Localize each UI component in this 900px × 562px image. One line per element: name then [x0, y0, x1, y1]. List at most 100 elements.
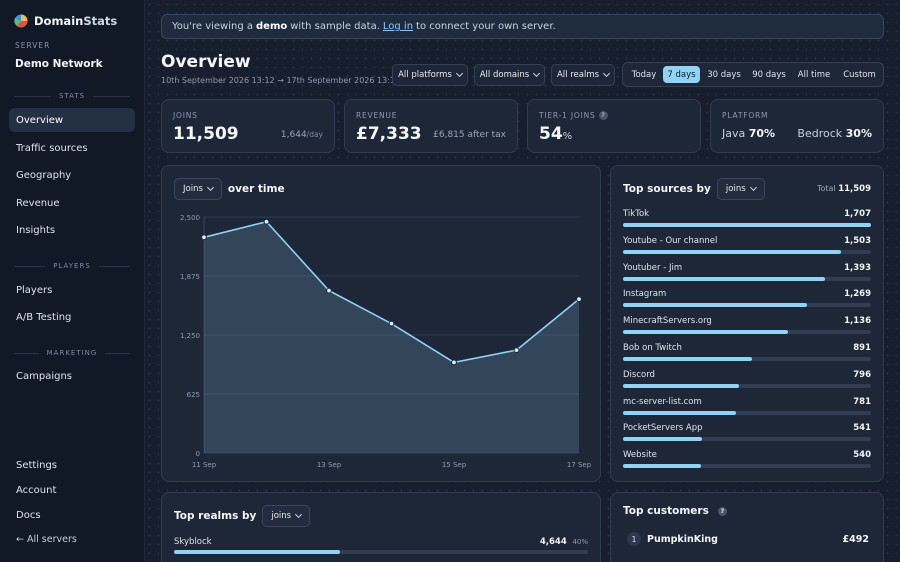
sources-header: Top sources by joins [623, 178, 765, 200]
kpi-value: 11,509 [173, 124, 239, 144]
demo-banner: You're viewing a demo with sample data. … [161, 14, 884, 39]
source-bar-track [623, 303, 871, 308]
source-bar-track [623, 330, 871, 335]
domain-filter[interactable]: All domains [474, 64, 545, 86]
source-row[interactable]: mc-server-list.com 781 [623, 397, 871, 419]
account-link[interactable]: Account [16, 485, 57, 496]
source-value: 796 [853, 369, 871, 380]
kpi-value: £7,333 [356, 124, 422, 144]
sidebar-item-overview[interactable]: Overview [9, 108, 135, 132]
top-realms-card: Top realms by joins Skyblock 4,644 40% [161, 492, 601, 562]
platform-bedrock: Bedrock 30% [797, 127, 872, 140]
realms-metric-dropdown[interactable]: joins [262, 505, 311, 527]
source-value: 1,269 [844, 289, 871, 300]
data-point [576, 296, 582, 303]
range-custom[interactable]: Custom [843, 69, 876, 80]
source-bar-track [623, 383, 871, 388]
x-tick-label: 15 Sep [442, 461, 467, 469]
data-point [326, 287, 332, 294]
server-name[interactable]: Demo Network [15, 58, 103, 70]
range-90-days[interactable]: 90 days [752, 69, 786, 80]
source-name: Bob on Twitch [623, 343, 682, 353]
all-servers-link[interactable]: ← All servers [16, 534, 77, 545]
y-tick-label: 1,250 [180, 332, 200, 340]
nav-group-stats: STATS [14, 92, 130, 100]
top-sources-card: Top sources by joins Total 11,509 TikTok… [610, 165, 884, 482]
brand-logo[interactable]: DomainStats [14, 14, 117, 28]
kpi-value: 54% [539, 124, 573, 144]
sidebar-item-insights[interactable]: Insights [16, 224, 56, 236]
source-row[interactable]: MinecraftServers.org 1,136 [623, 316, 871, 338]
data-point [388, 320, 395, 327]
realms-title: Top realms by [174, 510, 257, 522]
sources-metric-dropdown[interactable]: joins [716, 178, 765, 200]
source-bar-fill [623, 223, 871, 227]
joins-line-chart: 0 625 1,250 1,875 2,500 11 Sep 13 Sep 15 Sep 17 … [180, 214, 592, 469]
settings-link[interactable]: Settings [16, 460, 58, 471]
source-row[interactable]: Youtuber - Jim 1,393 [623, 263, 871, 285]
docs-link[interactable]: Docs [16, 510, 41, 521]
range-all-time[interactable]: All time [797, 69, 831, 80]
kpi-sub: 1,644/day [280, 130, 323, 140]
chevron-down-icon [533, 69, 541, 78]
source-row[interactable]: TikTok 1,707 [623, 209, 871, 231]
pie-chart-icon [14, 14, 28, 28]
sidebar-item-geography[interactable]: Geography [16, 169, 72, 181]
banner-text-post: to connect your own server. [416, 21, 556, 32]
sidebar-item-campaigns[interactable]: Campaigns [16, 370, 73, 382]
sidebar: DomainStats SERVER Demo Network STATS Ov… [0, 0, 145, 562]
source-value: 540 [853, 450, 871, 461]
date-range: 10th September 2026 13:12 → 17th Septemb… [161, 76, 401, 85]
range-7-days[interactable]: 7 days [663, 66, 700, 83]
kpi-label: JOINS [173, 111, 198, 120]
brand-name: DomainStats [34, 14, 118, 28]
source-value: 781 [853, 396, 871, 407]
chart-title: over time [227, 183, 285, 195]
main-content: You're viewing a demo with sample data. … [145, 0, 900, 562]
source-row[interactable]: Bob on Twitch 891 [623, 343, 871, 365]
sidebar-item-ab-testing[interactable]: A/B Testing [16, 311, 72, 323]
source-value: 541 [853, 423, 871, 434]
chevron-down-icon [455, 69, 463, 78]
realm-value: 4,644 40% [539, 537, 588, 547]
banner-text-mid: with sample data. [290, 21, 380, 32]
customer-rank: 1 [627, 532, 641, 546]
realm-row[interactable]: Skyblock 4,644 40% [174, 537, 588, 559]
sources-title: Top sources by [623, 183, 711, 195]
help-icon[interactable]: ? [717, 506, 727, 516]
source-bar-track [623, 276, 871, 281]
data-point [451, 359, 457, 366]
source-bar-track [623, 410, 871, 415]
sidebar-item-traffic-sources[interactable]: Traffic sources [16, 142, 88, 154]
source-row[interactable]: Instagram 1,269 [623, 289, 871, 311]
customer-row[interactable]: 1 PumpkinKing £492 [627, 531, 869, 547]
sidebar-item-players[interactable]: Players [16, 284, 53, 296]
source-bar-fill [623, 249, 842, 254]
help-icon[interactable]: ? [598, 111, 608, 120]
range-30-days[interactable]: 30 days [707, 69, 741, 80]
platform-filter[interactable]: All platforms [392, 64, 468, 86]
login-link[interactable]: Log in [382, 21, 414, 32]
source-row[interactable]: PocketServers App 541 [623, 423, 871, 445]
kpi-label: PLATFORM [722, 111, 769, 120]
source-row[interactable]: Discord 796 [623, 370, 871, 392]
source-name: Youtube - Our channel [623, 235, 718, 246]
source-name: mc-server-list.com [623, 396, 702, 407]
source-value: 1,393 [844, 262, 871, 273]
joins-chart-card: Joins over time 0 625 1,250 1,875 2,500 11 Se… [161, 165, 601, 482]
source-name: PocketServers App [623, 423, 703, 434]
page-title: Overview [161, 52, 251, 72]
realm-filter[interactable]: All realms [551, 64, 615, 86]
banner-text: You're viewing a [172, 21, 254, 32]
source-name: TikTok [623, 209, 650, 219]
source-row[interactable]: Website 540 [623, 450, 871, 472]
range-today[interactable]: Today [631, 69, 657, 80]
chevron-down-icon [749, 183, 757, 192]
chart-metric-dropdown[interactable]: Joins [174, 178, 222, 200]
sidebar-item-revenue[interactable]: Revenue [16, 197, 60, 209]
source-bar-track [623, 223, 871, 227]
source-row[interactable]: Youtube - Our channel 1,503 [623, 236, 871, 258]
kpi-tier1-joins: TIER-1 JOINS? 54% [527, 99, 701, 153]
source-bar-track [623, 464, 871, 469]
server-label: SERVER [15, 41, 51, 50]
